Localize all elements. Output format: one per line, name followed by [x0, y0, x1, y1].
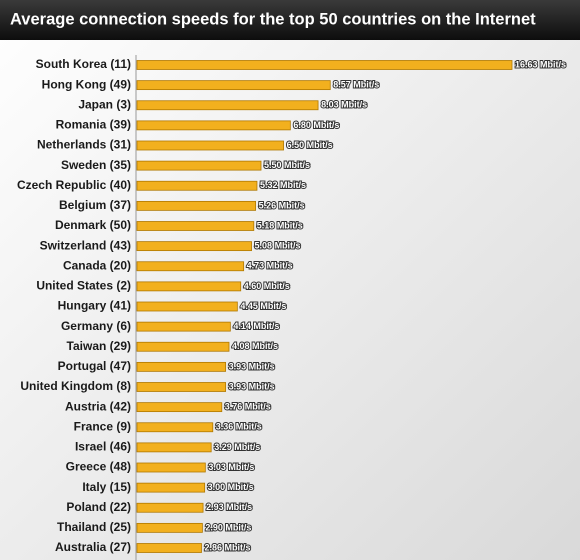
category-label: Australia (27)	[55, 540, 131, 554]
value-label: 6.50 Mbit/s	[287, 140, 333, 150]
bar	[136, 361, 227, 372]
bar	[136, 341, 230, 352]
bar	[136, 140, 284, 151]
category-label: Greece (48)	[66, 460, 131, 474]
value-label: 5.08 Mbit/s	[255, 241, 301, 251]
value-label: 5.50 Mbit/s	[264, 160, 310, 170]
bar	[136, 241, 252, 252]
bar	[136, 60, 513, 70]
title-bar	[0, 0, 580, 40]
value-label: 3.36 Mbit/s	[216, 422, 262, 432]
value-label: 3.29 Mbit/s	[214, 442, 260, 452]
value-label: 4.14 Mbit/s	[233, 321, 279, 331]
category-label: Romania (39)	[56, 118, 131, 132]
bar	[136, 200, 257, 211]
value-label: 3.03 Mbit/s	[208, 462, 254, 472]
bar	[136, 321, 231, 332]
bar	[136, 80, 331, 91]
bar	[136, 301, 238, 312]
category-label: South Korea (11)	[36, 57, 131, 71]
bar	[136, 482, 206, 493]
bar	[136, 402, 223, 413]
value-label: 4.45 Mbit/s	[240, 301, 286, 311]
value-label: 2.86 Mbit/s	[204, 542, 250, 552]
value-label: 8.03 Mbit/s	[321, 100, 367, 110]
category-label: United Kingdom (8)	[20, 379, 131, 393]
value-label: 16.63 Mbit/s	[515, 59, 566, 69]
category-label: Netherlands (31)	[37, 138, 131, 152]
value-label: 5.32 Mbit/s	[260, 180, 306, 190]
category-label: Portugal (47)	[58, 359, 131, 373]
category-label: Belgium (37)	[59, 198, 131, 212]
category-label: Hong Kong (49)	[42, 77, 131, 91]
value-label: 4.60 Mbit/s	[244, 281, 290, 291]
category-label: Hungary (41)	[58, 299, 131, 313]
category-label: Italy (15)	[82, 480, 131, 494]
value-label: 3.93 Mbit/s	[229, 361, 275, 371]
value-label: 3.93 Mbit/s	[229, 381, 275, 391]
bar	[136, 160, 262, 171]
category-label: Japan (3)	[78, 97, 131, 111]
category-label: Thailand (25)	[57, 520, 131, 534]
category-label: Canada (20)	[63, 258, 131, 272]
bar	[136, 422, 214, 433]
value-label: 6.80 Mbit/s	[293, 120, 339, 130]
value-label: 8.57 Mbit/s	[333, 80, 379, 90]
bar	[136, 221, 255, 231]
value-label: 3.00 Mbit/s	[208, 482, 254, 492]
value-label: 2.93 Mbit/s	[206, 502, 252, 512]
category-label: France (9)	[74, 419, 131, 433]
bar	[136, 522, 203, 533]
category-label: Poland (22)	[66, 500, 131, 514]
bar	[136, 382, 227, 392]
category-label: Denmark (50)	[55, 218, 131, 232]
value-label: 5.26 Mbit/s	[259, 200, 305, 210]
value-label: 5.18 Mbit/s	[257, 220, 303, 230]
bar	[136, 442, 212, 453]
category-label: Switzerland (43)	[40, 238, 131, 252]
value-label: 2.90 Mbit/s	[205, 522, 251, 532]
category-label: Germany (6)	[61, 319, 131, 333]
bar	[136, 543, 202, 553]
value-label: 4.08 Mbit/s	[232, 341, 278, 351]
category-label: Taiwan (29)	[67, 339, 131, 353]
category-label: Austria (42)	[65, 399, 131, 413]
category-label: Czech Republic (40)	[17, 178, 131, 192]
bar	[136, 462, 206, 473]
category-label: Israel (46)	[75, 440, 131, 454]
bar	[136, 502, 204, 513]
chart-title: Average connection speeds for the top 50…	[10, 10, 536, 28]
bar	[136, 120, 291, 131]
bar	[136, 261, 245, 272]
value-label: 3.76 Mbit/s	[225, 402, 271, 412]
category-label: United States (2)	[36, 279, 131, 293]
category-label: Sweden (35)	[61, 158, 131, 172]
bar	[136, 180, 258, 191]
value-label: 4.73 Mbit/s	[247, 261, 293, 271]
bar	[136, 281, 242, 292]
bar	[136, 100, 319, 111]
